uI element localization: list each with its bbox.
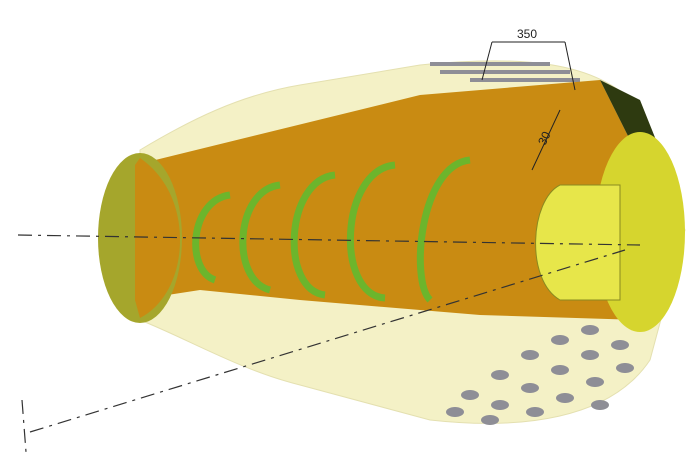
section-cut <box>135 80 640 320</box>
top-dots <box>430 62 580 82</box>
left-inner <box>135 158 180 318</box>
spiral <box>192 156 471 303</box>
dimension-label: 350 <box>517 27 537 41</box>
dark-edge <box>600 80 660 150</box>
dimension-lines <box>481 41 576 171</box>
center-lines <box>17 234 641 453</box>
perforation-dots <box>446 325 634 425</box>
dimension-label: 30 <box>535 129 553 147</box>
inner-disc <box>535 184 621 301</box>
